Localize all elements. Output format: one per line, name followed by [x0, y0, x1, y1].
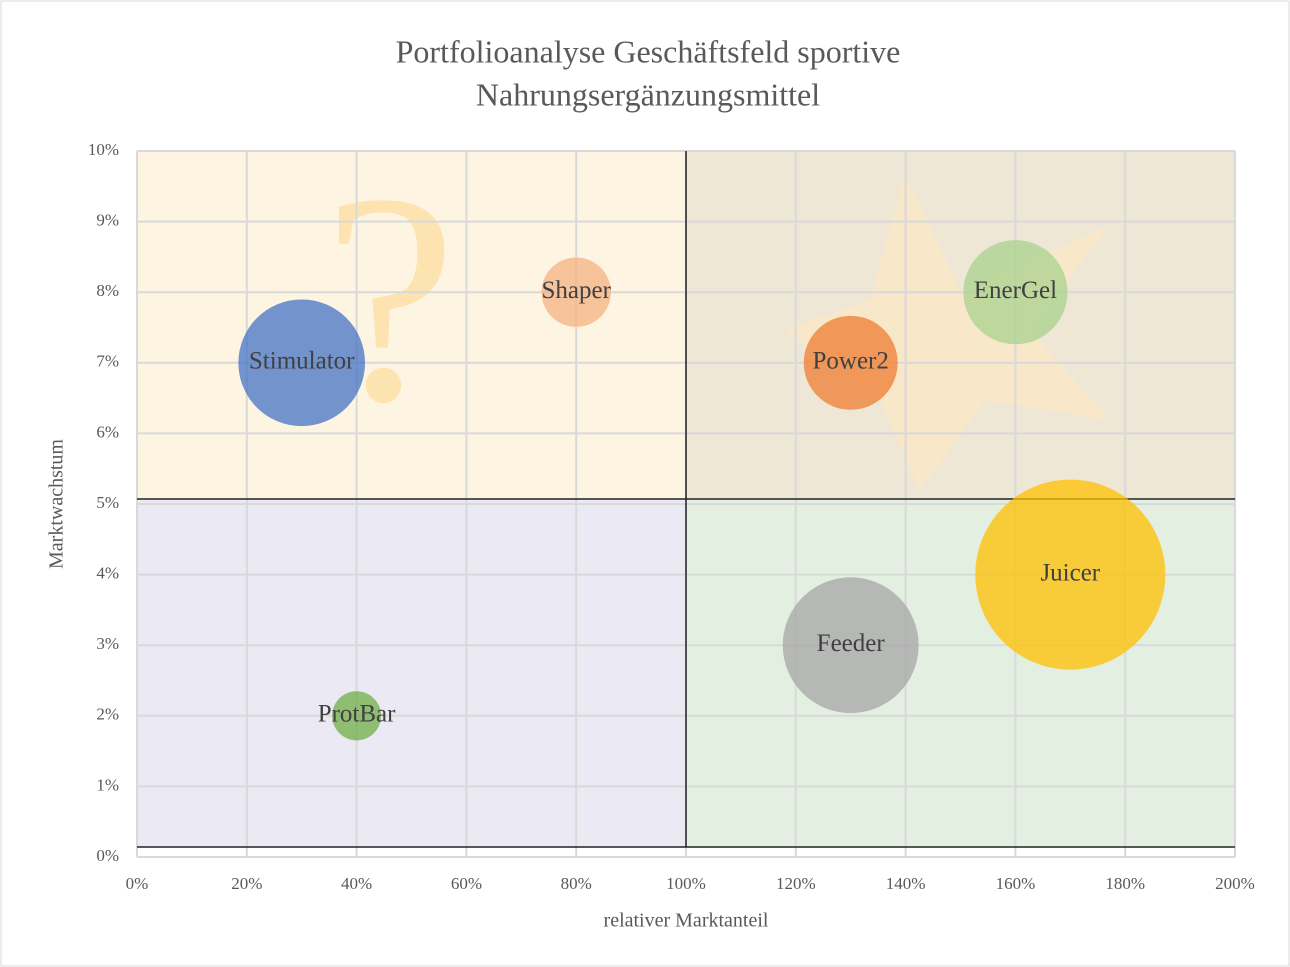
y-tick-label: 10% — [88, 140, 119, 159]
x-tick-label: 180% — [1105, 874, 1145, 893]
x-tick-label: 140% — [886, 874, 926, 893]
bubble — [541, 257, 611, 327]
x-tick-label: 80% — [561, 874, 592, 893]
y-tick-label: 5% — [96, 493, 119, 512]
bubble-label: Power2 — [813, 348, 889, 375]
x-axis-label: relativer Marktanteil — [604, 910, 769, 932]
chart-title: Nahrungsergänzungsmittel — [476, 76, 820, 112]
y-tick-label: 9% — [96, 211, 119, 230]
bubble — [803, 315, 898, 410]
y-axis-label: Marktwachstum — [46, 439, 68, 569]
x-tick-label: 20% — [231, 874, 262, 893]
x-tick-label: 40% — [341, 874, 372, 893]
y-tick-label: 7% — [96, 352, 119, 371]
x-tick-label: 200% — [1215, 874, 1255, 893]
quadrant-dog — [137, 499, 686, 847]
y-tick-label: 1% — [96, 775, 119, 794]
y-tick-label: 6% — [96, 422, 119, 441]
bubble-label: Feeder — [817, 630, 886, 657]
quadrant-question — [137, 151, 686, 499]
y-tick-label: 4% — [96, 564, 119, 583]
bubble — [238, 299, 366, 427]
y-tick-label: 2% — [96, 705, 119, 724]
bubble-label: EnerGel — [974, 277, 1057, 304]
x-tick-label: 0% — [126, 874, 149, 893]
x-tick-label: 100% — [666, 874, 706, 893]
bubble — [963, 240, 1068, 345]
y-tick-label: 8% — [96, 281, 119, 300]
star-icon — [785, 175, 1110, 490]
y-tick-label: 0% — [96, 846, 119, 865]
bubble-label: ProtBar — [318, 701, 396, 728]
bubble-label: Juicer — [1040, 559, 1100, 586]
x-tick-label: 160% — [996, 874, 1036, 893]
x-tick-label: 120% — [776, 874, 816, 893]
y-tick-label: 3% — [96, 634, 119, 653]
bubble — [782, 577, 919, 714]
bubble-label: Stimulator — [249, 348, 355, 375]
chart-title: Portfolioanalyse Geschäftsfeld sportive — [396, 33, 901, 69]
question-icon: ? — [323, 132, 456, 464]
x-tick-label: 60% — [451, 874, 482, 893]
bubble-label: Shaper — [541, 277, 611, 304]
bubble — [975, 479, 1166, 670]
bubble — [332, 691, 382, 741]
